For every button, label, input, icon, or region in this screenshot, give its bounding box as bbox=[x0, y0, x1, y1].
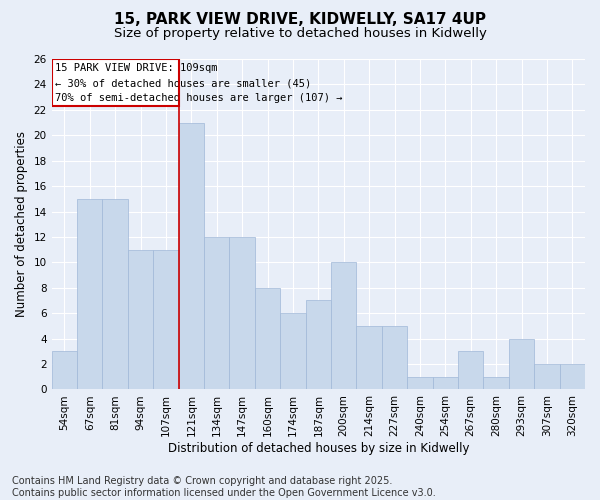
Bar bbox=[560, 364, 585, 390]
X-axis label: Distribution of detached houses by size in Kidwelly: Distribution of detached houses by size … bbox=[167, 442, 469, 455]
Bar bbox=[484, 376, 509, 390]
Bar bbox=[52, 352, 77, 390]
Y-axis label: Number of detached properties: Number of detached properties bbox=[15, 131, 28, 317]
Bar bbox=[534, 364, 560, 390]
Bar bbox=[255, 288, 280, 390]
Bar bbox=[204, 237, 229, 390]
Text: Contains HM Land Registry data © Crown copyright and database right 2025.
Contai: Contains HM Land Registry data © Crown c… bbox=[12, 476, 436, 498]
Bar bbox=[331, 262, 356, 390]
Text: Size of property relative to detached houses in Kidwelly: Size of property relative to detached ho… bbox=[113, 28, 487, 40]
Text: 15 PARK VIEW DRIVE: 109sqm: 15 PARK VIEW DRIVE: 109sqm bbox=[55, 63, 218, 73]
Bar bbox=[433, 376, 458, 390]
Bar bbox=[382, 326, 407, 390]
Text: 15, PARK VIEW DRIVE, KIDWELLY, SA17 4UP: 15, PARK VIEW DRIVE, KIDWELLY, SA17 4UP bbox=[114, 12, 486, 28]
Bar bbox=[509, 338, 534, 390]
Bar bbox=[407, 376, 433, 390]
Bar bbox=[280, 313, 305, 390]
Bar bbox=[305, 300, 331, 390]
Text: 70% of semi-detached houses are larger (107) →: 70% of semi-detached houses are larger (… bbox=[55, 94, 343, 104]
Bar bbox=[103, 199, 128, 390]
Bar bbox=[458, 352, 484, 390]
Bar bbox=[52, 59, 179, 106]
Bar bbox=[77, 199, 103, 390]
Bar bbox=[128, 250, 153, 390]
Bar bbox=[356, 326, 382, 390]
Bar bbox=[229, 237, 255, 390]
Text: ← 30% of detached houses are smaller (45): ← 30% of detached houses are smaller (45… bbox=[55, 78, 312, 88]
Bar bbox=[153, 250, 179, 390]
Bar bbox=[179, 122, 204, 390]
